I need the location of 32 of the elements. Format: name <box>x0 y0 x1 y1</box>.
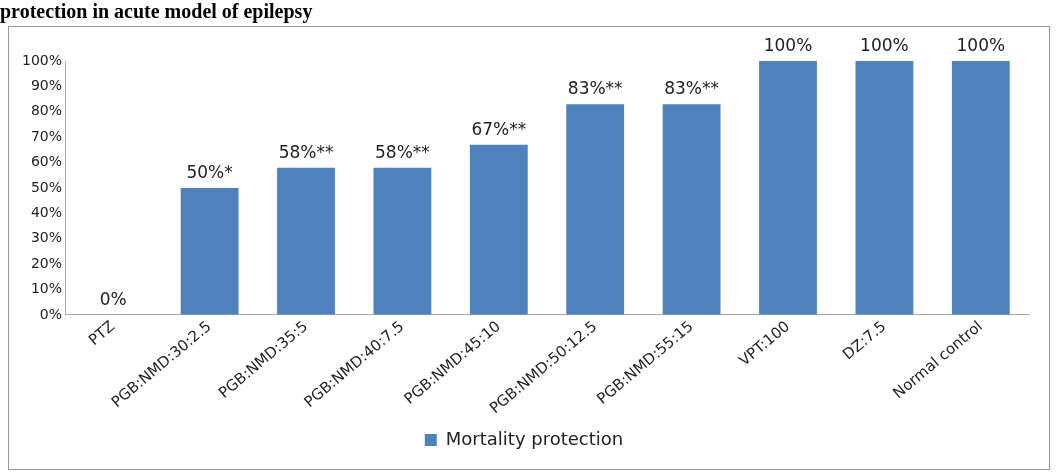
text: 58%** <box>278 141 334 162</box>
bar <box>951 61 1010 315</box>
bar <box>180 187 239 315</box>
y-tick-label: 10% <box>30 280 63 297</box>
text: 100% <box>860 34 909 55</box>
bar <box>662 104 721 315</box>
y-tick-label: 30% <box>30 229 63 246</box>
bar <box>469 144 528 315</box>
text: 67%** <box>471 118 527 139</box>
chart-title: protection in acute model of epilepsy <box>0 0 313 23</box>
bar <box>277 167 335 315</box>
text: 0% <box>99 288 127 309</box>
y-tick-label: 0% <box>39 305 63 322</box>
text: 50%* <box>186 161 233 182</box>
y-tick-label: 60% <box>30 153 63 170</box>
text: 100% <box>956 34 1006 55</box>
y-tick-label: 20% <box>30 254 63 271</box>
bar <box>759 61 817 315</box>
y-tick-label: 50% <box>30 178 63 195</box>
y-tick-label: 80% <box>30 102 63 119</box>
text: 83%** <box>664 78 720 99</box>
y-tick-label: 70% <box>30 127 63 144</box>
text: 83%** <box>567 78 623 99</box>
bar <box>566 104 625 315</box>
y-tick-label: 100% <box>21 51 63 68</box>
bar <box>855 61 914 315</box>
legend-label: Mortality protection <box>445 427 624 449</box>
text: 58%** <box>375 141 430 162</box>
text: 100% <box>763 34 813 55</box>
y-tick-label: 40% <box>30 203 63 220</box>
y-tick-label: 90% <box>30 77 63 94</box>
bar <box>373 167 432 315</box>
